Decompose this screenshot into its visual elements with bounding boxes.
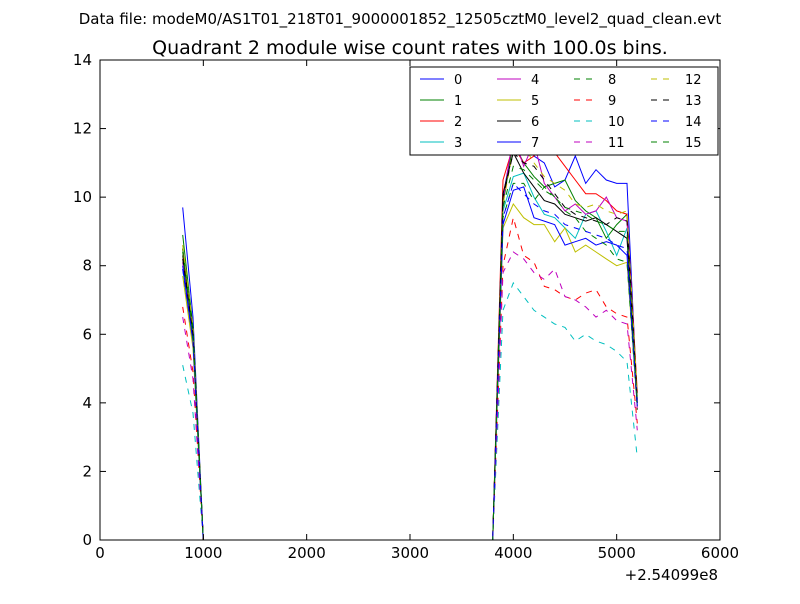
y-tick-label: 14 — [73, 51, 92, 69]
y-tick-label: 12 — [73, 120, 92, 138]
x-tick-label: 3000 — [391, 544, 429, 562]
legend-label-9: 9 — [608, 94, 616, 109]
x-tick-label: 2000 — [288, 544, 326, 562]
legend-label-8: 8 — [608, 73, 616, 88]
legend-label-12: 12 — [685, 73, 702, 88]
y-tick-label: 4 — [82, 394, 92, 412]
series-line-11 — [182, 251, 638, 540]
series-line-1 — [182, 140, 638, 540]
series-line-8 — [182, 182, 638, 540]
legend-frame — [409, 66, 719, 156]
plot-area — [182, 134, 638, 540]
x-tick-label: 4000 — [494, 544, 532, 562]
legend-label-2: 2 — [454, 115, 462, 130]
legend-label-1: 1 — [454, 94, 462, 109]
x-tick-label: 1000 — [184, 544, 222, 562]
legend-label-4: 4 — [531, 73, 539, 88]
legend-label-6: 6 — [531, 115, 539, 130]
series-line-13 — [182, 151, 638, 540]
legend-label-14: 14 — [685, 115, 702, 130]
legend-label-7: 7 — [531, 136, 539, 151]
series-line-6 — [182, 151, 638, 540]
legend-label-10: 10 — [608, 115, 625, 130]
series-line-0 — [182, 134, 638, 540]
series-line-9 — [182, 217, 638, 540]
y-tick-label: 0 — [82, 531, 92, 549]
legend-label-5: 5 — [531, 94, 539, 109]
x-offset-label: +2.54099e8 — [625, 566, 718, 584]
series-line-15 — [182, 165, 638, 540]
x-tick-label: 5000 — [598, 544, 636, 562]
chart-suptitle: Data file: modeM0/AS1T01_218T01_90000018… — [79, 10, 722, 29]
legend-label-11: 11 — [608, 136, 625, 151]
y-tick-label: 10 — [73, 188, 92, 206]
series-line-7 — [182, 186, 638, 540]
y-tick-label: 8 — [82, 257, 92, 275]
legend-label-15: 15 — [685, 136, 702, 151]
series-line-2 — [182, 138, 638, 540]
chart-title: Quadrant 2 module wise count rates with … — [152, 37, 668, 59]
legend-label-13: 13 — [685, 94, 702, 109]
y-tick-label: 6 — [82, 325, 92, 343]
series-line-5 — [182, 203, 638, 540]
series-line-3 — [182, 172, 638, 540]
y-tick-label: 2 — [82, 462, 92, 480]
x-tick-label: 0 — [95, 544, 105, 562]
x-tick-label: 6000 — [701, 544, 739, 562]
series-line-10 — [182, 281, 638, 540]
series-line-12 — [182, 145, 638, 540]
legend-label-0: 0 — [454, 73, 462, 88]
legend-label-3: 3 — [454, 136, 462, 151]
